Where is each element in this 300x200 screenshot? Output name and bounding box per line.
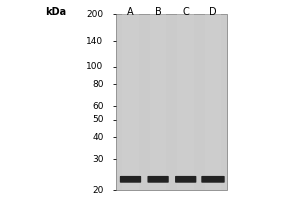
Text: 80: 80 — [92, 80, 103, 89]
Bar — [116, 14, 226, 190]
Text: 200: 200 — [86, 10, 103, 19]
Bar — [122, 14, 139, 190]
Text: A: A — [127, 7, 134, 17]
Text: 100: 100 — [86, 62, 103, 71]
Text: D: D — [209, 7, 217, 17]
FancyBboxPatch shape — [148, 176, 169, 183]
Text: 40: 40 — [92, 133, 103, 142]
Bar — [205, 14, 221, 190]
FancyBboxPatch shape — [201, 176, 225, 183]
Text: kDa: kDa — [45, 7, 66, 17]
Text: 30: 30 — [92, 155, 103, 164]
Bar — [150, 14, 166, 190]
Text: 20: 20 — [92, 186, 103, 195]
Text: 60: 60 — [92, 102, 103, 111]
Text: 50: 50 — [92, 115, 103, 124]
Text: C: C — [182, 7, 189, 17]
FancyBboxPatch shape — [120, 176, 141, 183]
FancyBboxPatch shape — [175, 176, 196, 183]
Bar — [178, 14, 194, 190]
Text: 140: 140 — [86, 37, 103, 46]
Text: B: B — [155, 7, 161, 17]
